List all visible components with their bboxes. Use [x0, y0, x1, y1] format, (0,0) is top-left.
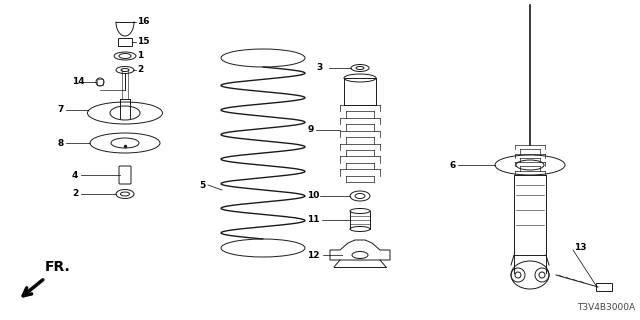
- Text: 7: 7: [57, 106, 63, 115]
- Text: 16: 16: [137, 18, 150, 27]
- Text: T3V4B3000A: T3V4B3000A: [577, 303, 635, 312]
- Text: 11: 11: [307, 215, 319, 225]
- Text: 9: 9: [307, 125, 314, 134]
- Text: 10: 10: [307, 191, 319, 201]
- Text: 14: 14: [72, 77, 84, 86]
- Bar: [596, 283, 612, 291]
- Text: 6: 6: [449, 161, 455, 170]
- Text: 13: 13: [574, 244, 586, 252]
- Bar: [118, 38, 132, 46]
- Text: 1: 1: [137, 52, 143, 60]
- Text: 15: 15: [137, 37, 150, 46]
- Text: 2: 2: [137, 66, 143, 75]
- Text: 8: 8: [57, 139, 63, 148]
- Text: 5: 5: [199, 180, 205, 189]
- Text: 3: 3: [316, 63, 323, 73]
- Text: 2: 2: [72, 189, 78, 198]
- Bar: [97, 79, 103, 85]
- Text: 12: 12: [307, 251, 319, 260]
- Text: 4: 4: [72, 171, 78, 180]
- Text: FR.: FR.: [45, 260, 71, 274]
